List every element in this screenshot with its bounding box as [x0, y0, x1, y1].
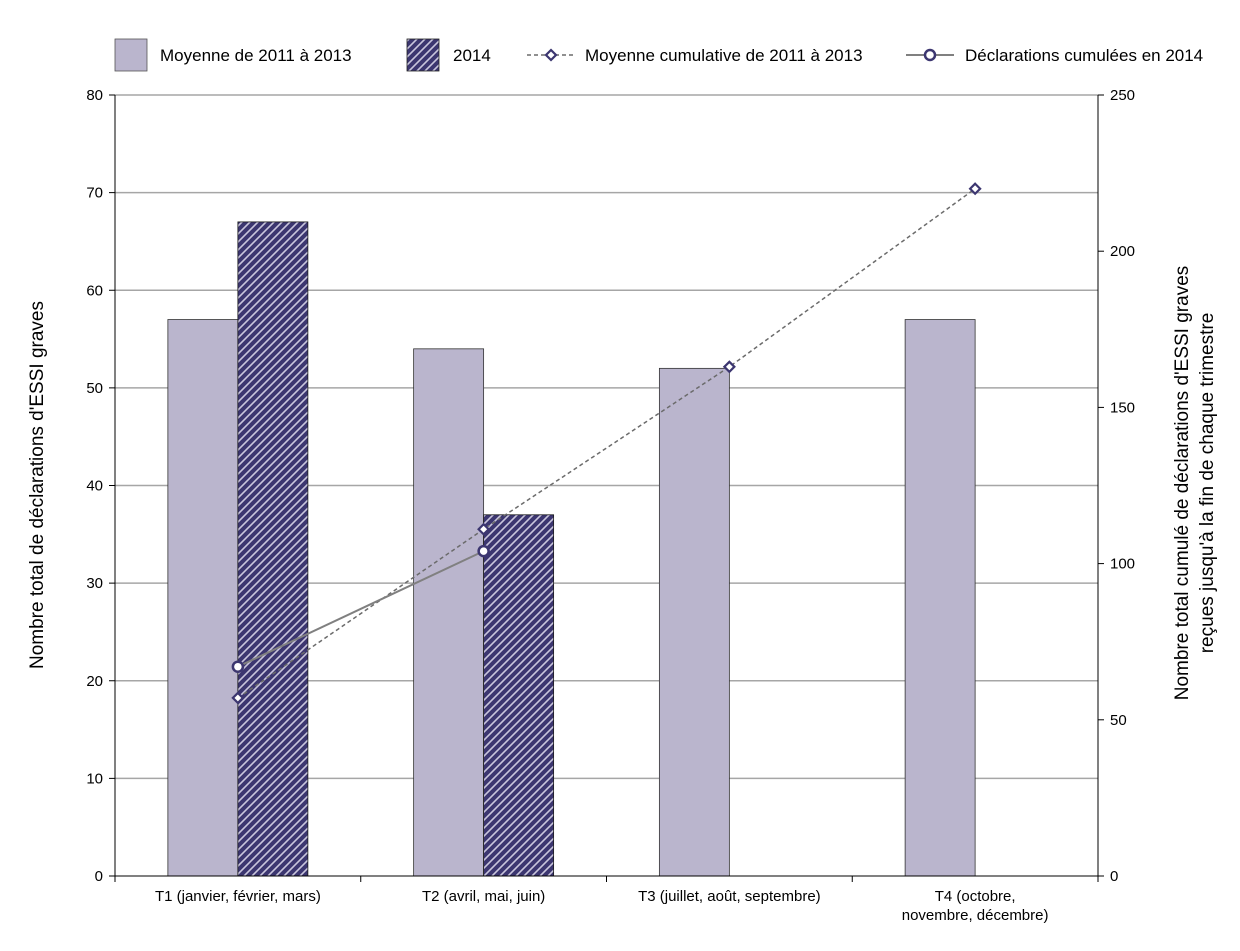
category-label: novembre, décembre): [902, 907, 1049, 924]
bar-moyenne: [413, 348, 485, 877]
left-tick-label: 10: [86, 770, 103, 787]
bar-2014: [237, 221, 309, 877]
left-axis-ticks: 0 10 20 30 40 50 60 70 80: [86, 87, 115, 885]
legend-label-declarations: Déclarations cumulées en 2014: [965, 46, 1203, 65]
line-moyenne-cumulative: [237, 188, 976, 699]
legend-swatch-2014: [406, 38, 440, 72]
left-tick-label: 0: [95, 868, 103, 885]
left-tick-label: 70: [86, 185, 103, 202]
marker-moyenne-cumulative: [968, 182, 982, 196]
right-axis-ticks: 0 50 100 150 200 250: [1098, 87, 1135, 885]
marker-declarations-2014: [231, 660, 245, 673]
left-tick-label: 20: [86, 673, 103, 690]
left-tick-label: 40: [86, 478, 103, 495]
marker-moyenne-cumulative: [722, 360, 736, 374]
bar-moyenne: [167, 319, 239, 877]
category-label: T2 (avril, mai, juin): [422, 888, 545, 905]
legend: Moyenne de 2011 à 2013 2014 Moyenne cumu…: [114, 38, 1203, 72]
marker-moyenne-cumulative: [477, 522, 491, 536]
bar-moyenne: [658, 367, 730, 877]
right-tick-label: 150: [1110, 399, 1135, 416]
line-declarations-2014: [237, 550, 485, 668]
marker-moyenne-cumulative: [231, 691, 245, 705]
bars: [167, 221, 976, 877]
legend-label-2014: 2014: [453, 46, 491, 65]
left-axis-title: Nombre total de déclarations d'ESSI grav…: [27, 301, 48, 669]
right-tick-label: 250: [1110, 87, 1135, 104]
right-tick-label: 50: [1110, 712, 1127, 729]
right-tick-label: 100: [1110, 556, 1135, 573]
left-tick-label: 60: [86, 282, 103, 299]
legend-marker-circle: [923, 48, 937, 62]
lines: [231, 182, 982, 705]
legend-swatch-moyenne: [114, 38, 148, 72]
bar-2014: [483, 514, 555, 877]
right-axis-title-line-1: Nombre total cumulé de déclarations d'ES…: [1172, 266, 1193, 701]
right-tick-label: 0: [1110, 868, 1118, 885]
category-label: T3 (juillet, août, septembre): [638, 888, 821, 905]
legend-marker-diamond: [544, 48, 558, 62]
left-tick-label: 80: [86, 87, 103, 104]
category-label: T1 (janvier, février, mars): [155, 888, 321, 905]
left-tick-label: 30: [86, 575, 103, 592]
category-label: T4 (octobre,: [935, 888, 1016, 905]
bar-moyenne: [904, 319, 976, 877]
right-tick-label: 200: [1110, 243, 1135, 260]
right-axis-title-line-2: reçues jusqu'à la fin de chaque trimestr…: [1197, 313, 1218, 654]
legend-label-moyenne: Moyenne de 2011 à 2013: [160, 46, 352, 65]
legend-label-moyenne-cumulative: Moyenne cumulative de 2011 à 2013: [585, 46, 863, 65]
marker-declarations-2014: [477, 544, 490, 558]
x-axis-ticks: T1 (janvier, février, mars) T2 (avril, ma…: [114, 876, 1099, 924]
left-tick-label: 50: [86, 380, 103, 397]
